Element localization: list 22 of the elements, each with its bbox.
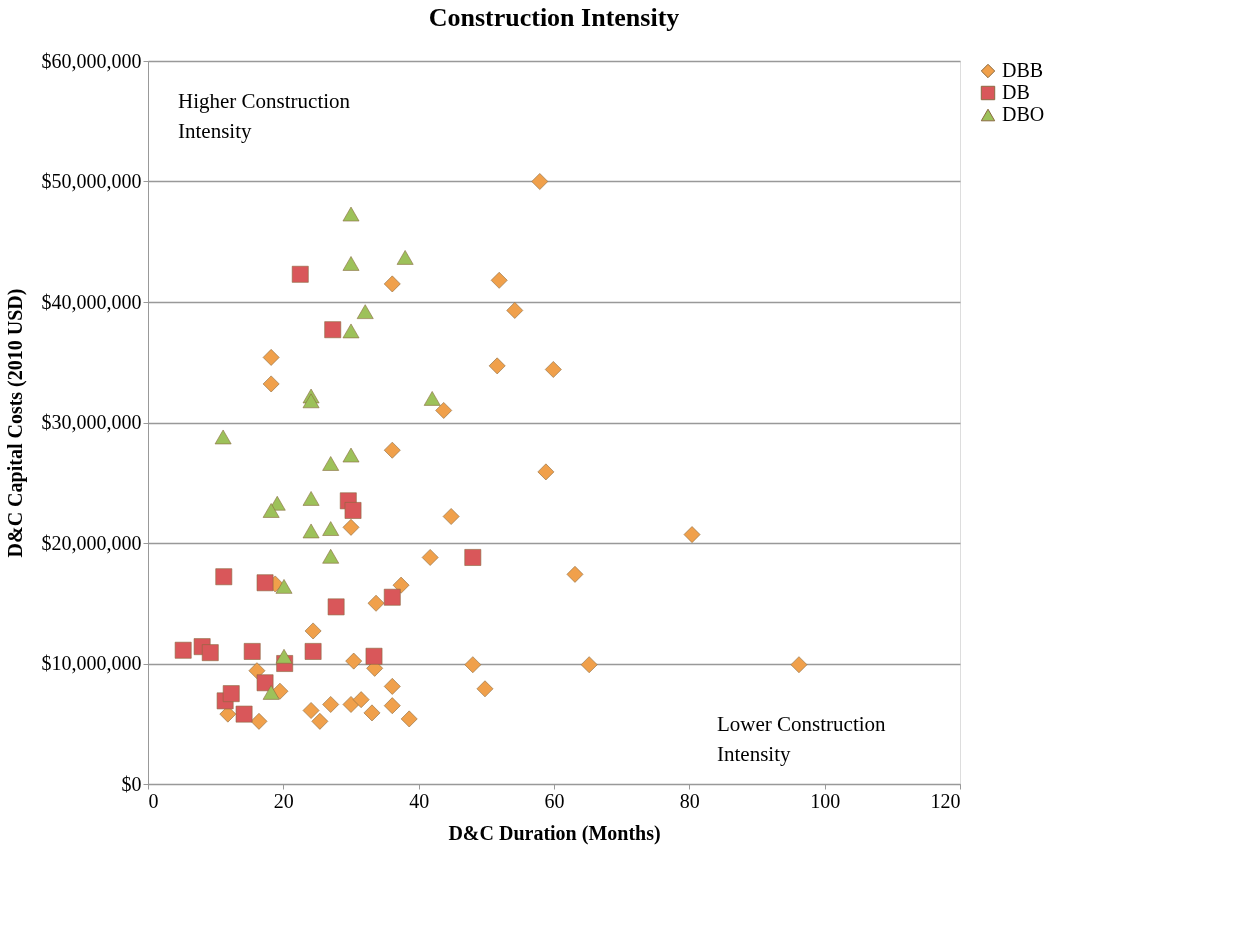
legend-label: DBO: [1002, 103, 1045, 125]
y-tick-label: $20,000,000: [41, 531, 142, 554]
x-tick-label: 120: [930, 789, 961, 812]
x-tick-label: 0: [148, 789, 159, 812]
y-axis-title: D&C Capital Costs (2010 USD): [3, 288, 27, 558]
x-tick-label: 80: [679, 789, 700, 812]
legend-label: DBB: [1002, 59, 1044, 81]
annotation: Higher Construction Intensity: [178, 89, 351, 143]
x-tick-label: 20: [273, 789, 294, 812]
y-tick-label: $0: [121, 772, 142, 795]
x-tick-label: 40: [409, 789, 430, 812]
chart-title: Construction Intensity: [428, 3, 680, 32]
annotation: Lower Construction Intensity: [717, 712, 887, 766]
x-tick-label: 60: [544, 789, 565, 812]
y-tick-label: $50,000,000: [41, 170, 142, 192]
y-tick-label: $40,000,000: [41, 290, 142, 313]
x-tick-label: 100: [810, 789, 841, 812]
legend-label: DB: [1002, 81, 1030, 103]
y-tick-label: $10,000,000: [41, 652, 142, 674]
y-tick-label: $30,000,000: [41, 411, 142, 433]
x-axis-title: D&C Duration (Months): [448, 821, 661, 845]
y-tick-label: $60,000,000: [41, 49, 142, 72]
